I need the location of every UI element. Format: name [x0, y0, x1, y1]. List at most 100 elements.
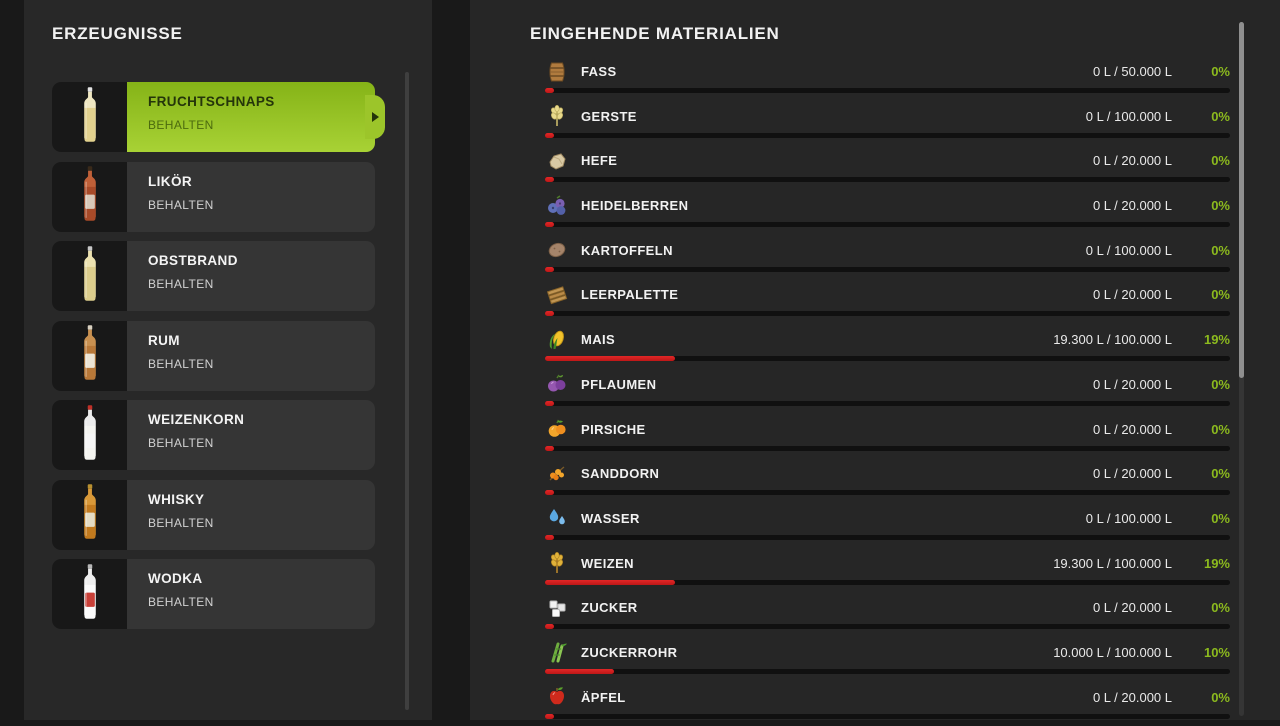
- products-panel: ERZEUGNISSE FRUCHTSCHNAPS BEHALTEN LIKÖR…: [24, 0, 432, 720]
- yeast-icon: [545, 149, 569, 173]
- material-fill-bar: [545, 222, 1230, 227]
- material-fill-value: [545, 535, 554, 540]
- material-percent: 0%: [1172, 109, 1230, 124]
- products-scrollbar[interactable]: [405, 72, 409, 710]
- material-fill-value: [545, 177, 554, 182]
- product-mode-label: BEHALTEN: [148, 516, 375, 530]
- product-title: OBSTBRAND: [148, 253, 375, 268]
- product-mode-label: BEHALTEN: [148, 436, 375, 450]
- material-row: KARTOFFELN 0 L / 100.000 L 0%: [545, 235, 1230, 275]
- material-name: LEERPALETTE: [581, 287, 678, 302]
- bottle-wodka-icon: [67, 563, 113, 626]
- product-list-item[interactable]: WEIZENKORN BEHALTEN: [52, 400, 375, 470]
- material-fill-value: [545, 88, 554, 93]
- material-row: PFLAUMEN 0 L / 20.000 L 0%: [545, 369, 1230, 409]
- materials-scrollbar-thumb[interactable]: [1239, 22, 1244, 378]
- product-mode-label: BEHALTEN: [148, 595, 375, 609]
- material-fill-bar: [545, 490, 1230, 495]
- material-row: HEFE 0 L / 20.000 L 0%: [545, 145, 1230, 185]
- sugar-icon: [545, 596, 569, 620]
- material-row: SANDDORN 0 L / 20.000 L 0%: [545, 458, 1230, 498]
- material-fill-bar: [545, 133, 1230, 138]
- material-name: GERSTE: [581, 109, 637, 124]
- product-title: WHISKY: [148, 492, 375, 507]
- product-image-box: [52, 241, 127, 311]
- material-fill-value: [545, 446, 554, 451]
- material-name: FASS: [581, 64, 617, 79]
- product-list-item[interactable]: FRUCHTSCHNAPS BEHALTEN: [52, 82, 375, 152]
- material-fill-bar: [545, 446, 1230, 451]
- material-row: FASS 0 L / 50.000 L 0%: [545, 56, 1230, 96]
- material-fill-value: [545, 133, 554, 138]
- material-amount: 0 L / 50.000 L: [1093, 64, 1172, 79]
- material-amount: 0 L / 20.000 L: [1093, 153, 1172, 168]
- product-list-item[interactable]: RUM BEHALTEN: [52, 321, 375, 391]
- material-percent: 19%: [1172, 556, 1230, 571]
- material-amount: 0 L / 100.000 L: [1086, 243, 1172, 258]
- apple-icon: [545, 685, 569, 709]
- product-image-box: [52, 321, 127, 391]
- product-list-item[interactable]: WHISKY BEHALTEN: [52, 480, 375, 550]
- bottle-fruchtschnaps-icon: [67, 86, 113, 149]
- material-percent: 19%: [1172, 332, 1230, 347]
- material-percent: 0%: [1172, 511, 1230, 526]
- product-list-item[interactable]: WODKA BEHALTEN: [52, 559, 375, 629]
- material-name: ZUCKER: [581, 600, 638, 615]
- product-image-box: [52, 480, 127, 550]
- material-name: ZUCKERROHR: [581, 645, 677, 660]
- material-name: PFLAUMEN: [581, 377, 656, 392]
- material-percent: 0%: [1172, 198, 1230, 213]
- material-percent: 0%: [1172, 690, 1230, 705]
- material-amount: 0 L / 20.000 L: [1093, 287, 1172, 302]
- material-fill-bar: [545, 535, 1230, 540]
- bottle-weizenkorn-icon: [67, 404, 113, 467]
- material-name: MAIS: [581, 332, 615, 347]
- material-name: HEFE: [581, 153, 617, 168]
- material-fill-value: [545, 222, 554, 227]
- material-row: WEIZEN 19.300 L / 100.000 L 19%: [545, 548, 1230, 588]
- material-fill-value: [545, 580, 675, 585]
- material-percent: 0%: [1172, 243, 1230, 258]
- material-fill-bar: [545, 311, 1230, 316]
- material-fill-bar: [545, 88, 1230, 93]
- material-amount: 19.300 L / 100.000 L: [1053, 332, 1172, 347]
- material-percent: 0%: [1172, 422, 1230, 437]
- material-fill-bar: [545, 177, 1230, 182]
- material-row: GERSTE 0 L / 100.000 L 0%: [545, 101, 1230, 141]
- product-title: LIKÖR: [148, 174, 375, 189]
- materials-panel: EINGEHENDE MATERIALIEN FASS 0 L / 50.000…: [470, 0, 1280, 720]
- material-percent: 0%: [1172, 64, 1230, 79]
- product-mode-label: BEHALTEN: [148, 277, 375, 291]
- product-list: FRUCHTSCHNAPS BEHALTEN LIKÖR BEHALTEN OB…: [52, 82, 375, 639]
- material-amount: 0 L / 100.000 L: [1086, 109, 1172, 124]
- selected-arrow-icon: [365, 95, 385, 139]
- material-amount: 0 L / 20.000 L: [1093, 198, 1172, 213]
- product-list-item[interactable]: LIKÖR BEHALTEN: [52, 162, 375, 232]
- material-name: KARTOFFELN: [581, 243, 673, 258]
- product-list-item[interactable]: OBSTBRAND BEHALTEN: [52, 241, 375, 311]
- product-image-box: [52, 82, 127, 152]
- sugarcane-icon: [545, 640, 569, 664]
- seaberry-icon: [545, 462, 569, 486]
- material-fill-bar: [545, 669, 1230, 674]
- material-amount: 0 L / 100.000 L: [1086, 511, 1172, 526]
- material-name: PIRSICHE: [581, 422, 646, 437]
- material-percent: 0%: [1172, 287, 1230, 302]
- peach-icon: [545, 417, 569, 441]
- material-amount: 0 L / 20.000 L: [1093, 466, 1172, 481]
- material-name: HEIDELBERREN: [581, 198, 688, 213]
- material-row: ZUCKER 0 L / 20.000 L 0%: [545, 592, 1230, 632]
- water-icon: [545, 506, 569, 530]
- material-row: WASSER 0 L / 100.000 L 0%: [545, 503, 1230, 543]
- material-fill-value: [545, 356, 675, 361]
- product-mode-label: BEHALTEN: [148, 357, 375, 371]
- material-fill-bar: [545, 714, 1230, 719]
- product-mode-label: BEHALTEN: [148, 198, 375, 212]
- bottle-likoer-icon: [67, 165, 113, 228]
- material-percent: 0%: [1172, 600, 1230, 615]
- material-fill-bar: [545, 624, 1230, 629]
- barley-icon: [545, 104, 569, 128]
- material-name: WEIZEN: [581, 556, 634, 571]
- product-title: FRUCHTSCHNAPS: [148, 94, 375, 109]
- material-row: MAIS 19.300 L / 100.000 L 19%: [545, 324, 1230, 364]
